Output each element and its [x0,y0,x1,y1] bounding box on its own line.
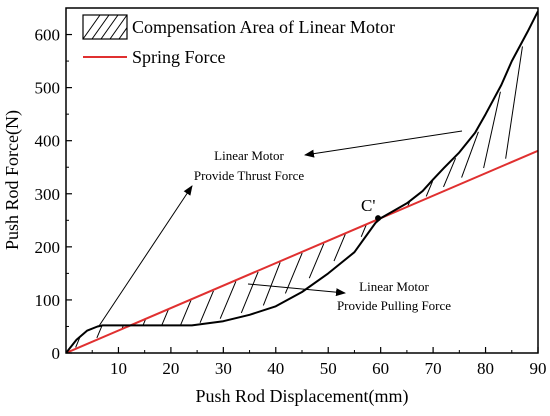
legend-hatch-line [82,14,101,40]
legend: Compensation Area of Linear Motor Spring… [82,14,395,67]
hatch-line [179,300,192,326]
hatch-line [360,224,367,238]
series-layer [66,10,538,353]
y-axis-title: Push Rod Force(N) [2,110,23,250]
x-tick-label: 40 [267,359,284,378]
legend-hatch-line [109,14,128,40]
x-tick-label: 60 [372,359,389,378]
annotation-thrust-line2: Provide Thrust Force [194,168,304,183]
y-tick-label: 100 [35,291,61,310]
hatch-line [308,243,325,279]
annotation-pulling-line2: Provide Pulling Force [337,298,451,313]
hatch-line [75,337,81,348]
hatch-line [483,91,501,169]
x-tick-label: 70 [425,359,442,378]
y-tick-label: 400 [35,132,61,151]
hatch-line [284,252,303,294]
y-tick-label: 600 [35,26,61,45]
x-tick-label: 80 [477,359,494,378]
annotation-thrust-arrow-left [98,185,193,327]
x-axis-title: Push Rod Displacement(mm) [196,386,409,407]
series-spring-force [66,149,538,353]
axis-ticks: 10 20 30 40 50 60 70 80 90 0 100 200 300 400 500 600 [35,26,547,378]
legend-hatch-line [118,27,128,40]
x-tick-label: 30 [215,359,232,378]
hatch-line [443,158,457,188]
hatch-line [333,233,346,262]
hatch-line [505,46,523,159]
legend-hatch-swatch [82,14,128,40]
legend-label-compensation: Compensation Area of Linear Motor [132,17,395,37]
hatch-line [425,180,434,197]
x-tick-label: 10 [110,359,127,378]
y-tick-label: 500 [35,79,61,98]
hatch-line [262,262,281,306]
annotation-thrust-line1: Linear Motor [214,148,284,163]
y-tick-label: 200 [35,238,61,257]
y-tick-label: 0 [52,344,61,363]
x-tick-label: 50 [320,359,337,378]
series-motor-curve [66,10,538,353]
hatch-line [96,325,103,339]
x-tick-label: 20 [162,359,179,378]
legend-hatch-line [91,14,110,40]
legend-label-spring: Spring Force [132,47,226,67]
legend-hatch-line [100,14,119,40]
compensation-area-hatch [75,46,523,348]
annotation-pulling-line1: Linear Motor [359,279,429,294]
annotation-pulling: Linear Motor Provide Pulling Force [247,279,451,313]
point-c-marker: C' [361,196,382,222]
hatch-line [219,281,237,319]
hatch-line [461,131,479,178]
hatch-line [161,309,169,326]
legend-hatch-lines [82,14,128,40]
hatch-line [240,271,259,314]
hatch-line [199,290,214,323]
annotation-thrust-arrow-right [304,130,463,158]
point-c-label: C' [361,196,375,215]
annotation-pulling-arrow [247,283,346,297]
y-tick-label: 300 [35,185,61,204]
point-c-dot [375,215,382,222]
x-tick-label: 90 [530,359,547,378]
annotation-thrust: Linear Motor Provide Thrust Force [98,130,463,327]
